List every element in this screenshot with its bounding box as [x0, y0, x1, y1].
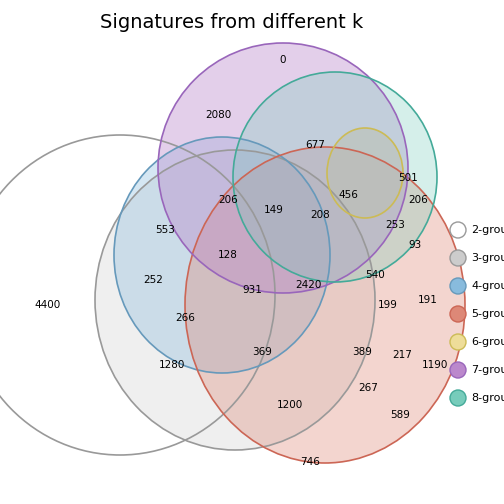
- Ellipse shape: [95, 150, 375, 450]
- Text: 456: 456: [338, 190, 358, 200]
- Text: 540: 540: [365, 270, 385, 280]
- Text: 3-group: 3-group: [471, 253, 504, 263]
- Text: 199: 199: [378, 300, 398, 310]
- Circle shape: [450, 222, 466, 238]
- Text: 8-group: 8-group: [471, 393, 504, 403]
- Text: 1190: 1190: [422, 360, 448, 370]
- Text: 5-group: 5-group: [471, 309, 504, 319]
- Text: 4-group: 4-group: [471, 281, 504, 291]
- Text: 589: 589: [390, 410, 410, 420]
- Text: Signatures from different k: Signatures from different k: [100, 13, 363, 31]
- Text: 206: 206: [408, 195, 428, 205]
- Circle shape: [450, 306, 466, 322]
- Text: 128: 128: [218, 250, 238, 260]
- Text: 206: 206: [218, 195, 238, 205]
- Text: 553: 553: [155, 225, 175, 235]
- Circle shape: [450, 278, 466, 294]
- Circle shape: [450, 390, 466, 406]
- Circle shape: [450, 334, 466, 350]
- Text: 252: 252: [143, 275, 163, 285]
- Text: 267: 267: [358, 383, 378, 393]
- Text: 208: 208: [310, 210, 330, 220]
- Text: 369: 369: [252, 347, 272, 357]
- Text: 217: 217: [392, 350, 412, 360]
- Text: 2-group: 2-group: [471, 225, 504, 235]
- Circle shape: [450, 250, 466, 266]
- Text: 149: 149: [264, 205, 284, 215]
- Text: 2420: 2420: [295, 280, 321, 290]
- Text: 266: 266: [175, 313, 195, 323]
- Text: 93: 93: [408, 240, 422, 250]
- Text: 677: 677: [305, 140, 325, 150]
- Text: 0: 0: [280, 55, 286, 65]
- Ellipse shape: [158, 43, 408, 293]
- Text: 6-group: 6-group: [471, 337, 504, 347]
- Text: 1200: 1200: [277, 400, 303, 410]
- Text: 7-group: 7-group: [471, 365, 504, 375]
- Text: 253: 253: [385, 220, 405, 230]
- Ellipse shape: [233, 72, 437, 282]
- Circle shape: [450, 362, 466, 378]
- Text: 1280: 1280: [159, 360, 185, 370]
- Ellipse shape: [327, 128, 403, 218]
- Text: 2080: 2080: [205, 110, 231, 120]
- Text: 931: 931: [242, 285, 262, 295]
- Text: 4400: 4400: [35, 300, 61, 310]
- Text: 746: 746: [300, 457, 320, 467]
- Ellipse shape: [114, 137, 330, 373]
- Ellipse shape: [185, 147, 465, 463]
- Text: 191: 191: [418, 295, 438, 305]
- Text: 501: 501: [398, 173, 418, 183]
- Text: 389: 389: [352, 347, 372, 357]
